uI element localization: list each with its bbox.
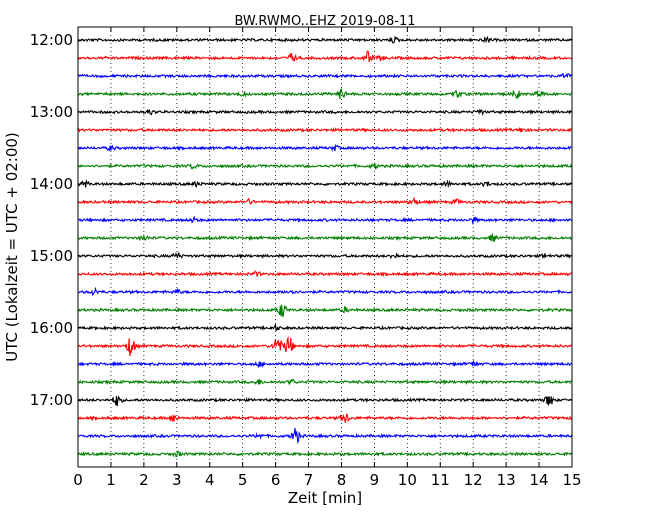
trace-1430 (77, 215, 572, 226)
y-tick-label-2: 14:00 (30, 175, 73, 193)
x-tick-label-6: 6 (271, 471, 281, 489)
traces (77, 35, 573, 458)
trace-1500 (77, 251, 572, 260)
trace-1445 (77, 232, 572, 242)
x-tick-label-13: 13 (497, 471, 516, 489)
trace-1530 (77, 286, 572, 297)
trace-1745 (77, 450, 572, 458)
trace-1245 (77, 87, 572, 100)
trace-1400 (77, 178, 572, 189)
trace-1315 (77, 126, 572, 133)
x-tick-label-7: 7 (304, 471, 314, 489)
trace-1215 (77, 50, 572, 63)
x-tick-label-14: 14 (530, 471, 549, 489)
x-tick-label-12: 12 (464, 471, 483, 489)
x-tick-label-10: 10 (398, 471, 417, 489)
y-tick-label-1: 13:00 (30, 103, 73, 121)
y-tick-label-3: 15:00 (30, 247, 73, 265)
trace-1200 (77, 35, 572, 44)
chart-title: BW.RWMO..EHZ 2019-08-11 (234, 14, 415, 29)
trace-1615 (77, 336, 572, 357)
trace-1415 (78, 196, 573, 206)
x-tick-label-2: 2 (139, 471, 149, 489)
x-tick-label-15: 15 (562, 471, 581, 489)
x-tick-label-8: 8 (337, 471, 347, 489)
x-tick-label-4: 4 (205, 471, 215, 489)
x-tick-label-9: 9 (370, 471, 380, 489)
x-tick-label-3: 3 (172, 471, 182, 489)
trace-1600 (77, 322, 572, 332)
trace-1330 (77, 144, 572, 153)
trace-1645 (77, 378, 572, 386)
trace-1230 (77, 73, 572, 79)
y-axis: 12:00 13:00 14:00 15:00 16:00 17:00 (30, 31, 572, 409)
x-tick-label-5: 5 (238, 471, 248, 489)
y-axis-label: UTC (Lokalzeit = UTC + 02:00) (3, 132, 21, 362)
x-axis: 0 1 2 3 4 5 6 7 8 9 10 11 12 13 14 15 (73, 27, 582, 489)
trace-1715 (77, 412, 572, 423)
trace-1630 (77, 359, 572, 368)
y-tick-label-5: 17:00 (30, 391, 73, 409)
plot-frame (77, 26, 573, 468)
y-tick-label-4: 16:00 (30, 319, 73, 337)
x-axis-label: Zeit [min] (288, 489, 362, 507)
trace-1730 (77, 427, 572, 444)
trace-1515 (77, 270, 572, 278)
x-tick-label-1: 1 (106, 471, 116, 489)
x-tick-label-0: 0 (73, 471, 83, 489)
trace-1700 (77, 395, 572, 407)
trace-1345 (77, 162, 573, 171)
trace-1300 (77, 108, 572, 116)
trace-1545 (77, 304, 572, 318)
y-tick-label-0: 12:00 (30, 31, 73, 49)
x-tick-label-11: 11 (431, 471, 450, 489)
grid (110, 27, 540, 467)
